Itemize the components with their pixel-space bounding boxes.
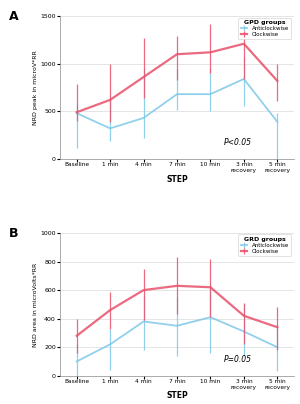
X-axis label: STEP: STEP xyxy=(166,391,188,400)
Text: A: A xyxy=(8,11,18,23)
Y-axis label: NRD area in microVolts*RR: NRD area in microVolts*RR xyxy=(33,262,38,347)
Y-axis label: NRD peak in microV*RR: NRD peak in microV*RR xyxy=(33,50,38,125)
X-axis label: STEP: STEP xyxy=(166,175,188,183)
Text: P=0.05: P=0.05 xyxy=(224,355,252,364)
Legend: Anticlockwise, Clockwise: Anticlockwise, Clockwise xyxy=(238,234,291,256)
Text: B: B xyxy=(8,227,18,240)
Legend: Anticlockwise, Clockwise: Anticlockwise, Clockwise xyxy=(238,17,291,39)
Text: P<0.05: P<0.05 xyxy=(224,139,252,147)
